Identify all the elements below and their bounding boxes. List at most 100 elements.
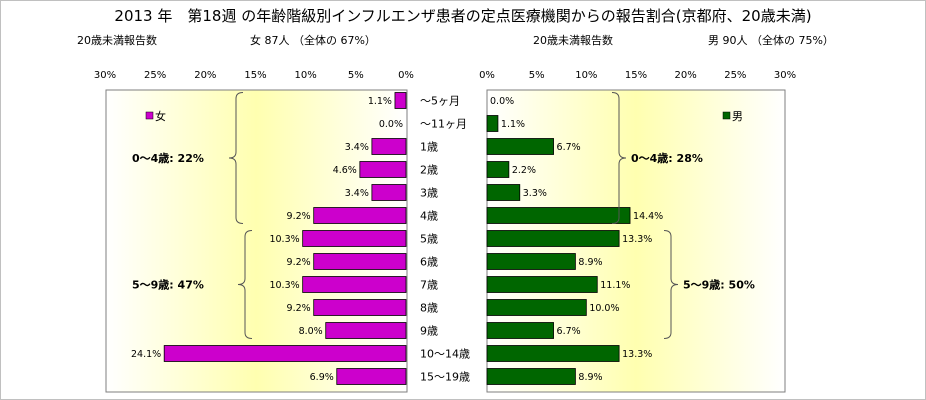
male-bar <box>486 184 521 201</box>
female-axis-ticks: 30% 25% 20% 15% 10% 5% 0% <box>94 70 414 81</box>
female-value-label: 1.1% <box>368 96 392 107</box>
male-bar <box>486 276 598 293</box>
age-category-label: 7歳 <box>420 279 438 292</box>
male-value-label: 8.9% <box>578 257 602 268</box>
chart-title: 2013 年 第18週 の年齢階級別インフルエンザ患者の定点医療機関からの報告割… <box>114 7 811 25</box>
female-value-label: 10.3% <box>269 280 299 291</box>
age-category-label: 2歳 <box>420 164 438 177</box>
female-bar <box>313 299 407 316</box>
male-value-label: 6.7% <box>557 326 581 337</box>
male-legend-label: 男 <box>732 110 743 123</box>
male-total: 男 90人 （全体の 75%） <box>708 33 834 47</box>
male-value-label: 14.4% <box>633 211 663 222</box>
male-bar <box>486 115 499 132</box>
age-category-label: 8歳 <box>420 302 438 315</box>
male-group-label: 0～4歳: 28% <box>631 151 703 165</box>
male-count-label: 20歳未満報告数 <box>533 34 613 47</box>
female-value-label: 6.9% <box>310 372 334 383</box>
male-bar <box>486 322 554 339</box>
male-group-brace <box>663 230 679 339</box>
male-bar <box>486 299 587 316</box>
male-x-tick: 5% <box>529 70 545 81</box>
age-category-label: 6歳 <box>420 256 438 269</box>
female-value-label: 0.0% <box>379 119 403 130</box>
male-x-tick: 25% <box>724 70 746 81</box>
male-bar <box>486 345 620 362</box>
female-group-brace <box>237 230 253 339</box>
female-count-label: 20歳未満報告数 <box>77 34 157 47</box>
female-bar <box>336 368 407 385</box>
age-category-label: 3歳 <box>420 187 438 200</box>
female-value-label: 9.2% <box>287 257 311 268</box>
female-legend-swatch <box>145 111 154 120</box>
female-bar <box>163 345 407 362</box>
female-group-brace <box>228 92 244 224</box>
female-bar <box>302 230 407 247</box>
male-axis-ticks: 0% 5% 10% 15% 20% 25% 30% <box>479 70 796 81</box>
male-value-label: 3.3% <box>523 188 547 199</box>
female-x-tick: 15% <box>244 70 266 81</box>
female-legend-label: 女 <box>155 109 166 123</box>
male-x-tick: 30% <box>774 70 796 81</box>
female-bar <box>371 138 407 155</box>
female-bar <box>325 322 407 339</box>
female-value-label: 8.0% <box>299 326 323 337</box>
male-bar <box>486 207 631 224</box>
age-category-label: 1歳 <box>420 141 438 154</box>
female-bars: 1.1% 0.0% 3.4% 4.6% 3.4% 9.2% 10.3% 9.2% 10.3% 9.… <box>131 92 407 385</box>
female-x-tick: 0% <box>398 70 414 81</box>
male-x-tick: 0% <box>479 70 495 81</box>
male-value-label: 8.9% <box>578 372 602 383</box>
male-x-tick: 20% <box>675 70 697 81</box>
male-value-label: 1.1% <box>501 119 525 130</box>
male-bar <box>486 161 510 178</box>
female-group-label: 5～9歳: 47% <box>132 278 204 292</box>
male-value-label: 10.0% <box>589 303 619 314</box>
male-value-label: 11.1% <box>600 280 630 291</box>
female-bar <box>313 253 407 270</box>
age-category-label: ～11ヶ月 <box>420 118 467 131</box>
age-category-label: 9歳 <box>420 325 438 338</box>
male-value-label: 0.0% <box>490 96 514 107</box>
age-category-label: 10～14歳 <box>420 348 470 361</box>
female-bar <box>394 92 407 109</box>
male-legend-swatch <box>722 111 731 120</box>
male-bars: 0.0% 1.1% 6.7% 2.2% 3.3% 14.4% 13.3% 8.9% 11.1% 1… <box>486 96 663 385</box>
female-value-label: 4.6% <box>333 165 357 176</box>
male-value-label: 13.3% <box>622 234 652 245</box>
male-x-tick: 10% <box>575 70 597 81</box>
male-group-label: 5～9歳: 50% <box>683 278 755 292</box>
female-value-label: 3.4% <box>345 142 369 153</box>
male-x-tick: 15% <box>625 70 647 81</box>
male-bar <box>486 138 554 155</box>
male-value-label: 13.3% <box>622 349 652 360</box>
male-group-brace <box>611 92 627 224</box>
male-bar <box>486 230 620 247</box>
female-bar <box>359 161 407 178</box>
female-value-label: 9.2% <box>287 211 311 222</box>
female-x-tick: 10% <box>295 70 317 81</box>
age-category-label: 5歳 <box>420 233 438 246</box>
group-braces: 0～4歳: 22% 5～9歳: 47% 0～4歳: 28% 5～9歳: 50% <box>132 92 755 339</box>
male-bar <box>486 253 576 270</box>
age-category-label: ～5ヶ月 <box>420 95 460 108</box>
female-x-tick: 30% <box>94 70 116 81</box>
female-total: 女 87人 （全体の 67%） <box>250 33 376 47</box>
female-x-tick: 5% <box>348 70 364 81</box>
female-bar <box>302 276 407 293</box>
female-bar <box>313 207 407 224</box>
female-value-label: 24.1% <box>131 349 161 360</box>
female-value-label: 3.4% <box>345 188 369 199</box>
female-x-tick: 25% <box>144 70 166 81</box>
male-value-label: 6.7% <box>557 142 581 153</box>
female-value-label: 10.3% <box>269 234 299 245</box>
age-category-label: 15～19歳 <box>420 371 470 384</box>
age-category-label: 4歳 <box>420 210 438 223</box>
female-group-label: 0～4歳: 22% <box>132 151 204 165</box>
female-x-tick: 20% <box>194 70 216 81</box>
female-bar <box>371 184 407 201</box>
male-value-label: 2.2% <box>512 165 536 176</box>
male-bar <box>486 368 576 385</box>
age-category-labels: ～5ヶ月 ～11ヶ月 1歳 2歳 3歳 4歳 5歳 6歳 7歳 8歳 9歳 10～14歳 15～19歳 <box>420 95 470 384</box>
